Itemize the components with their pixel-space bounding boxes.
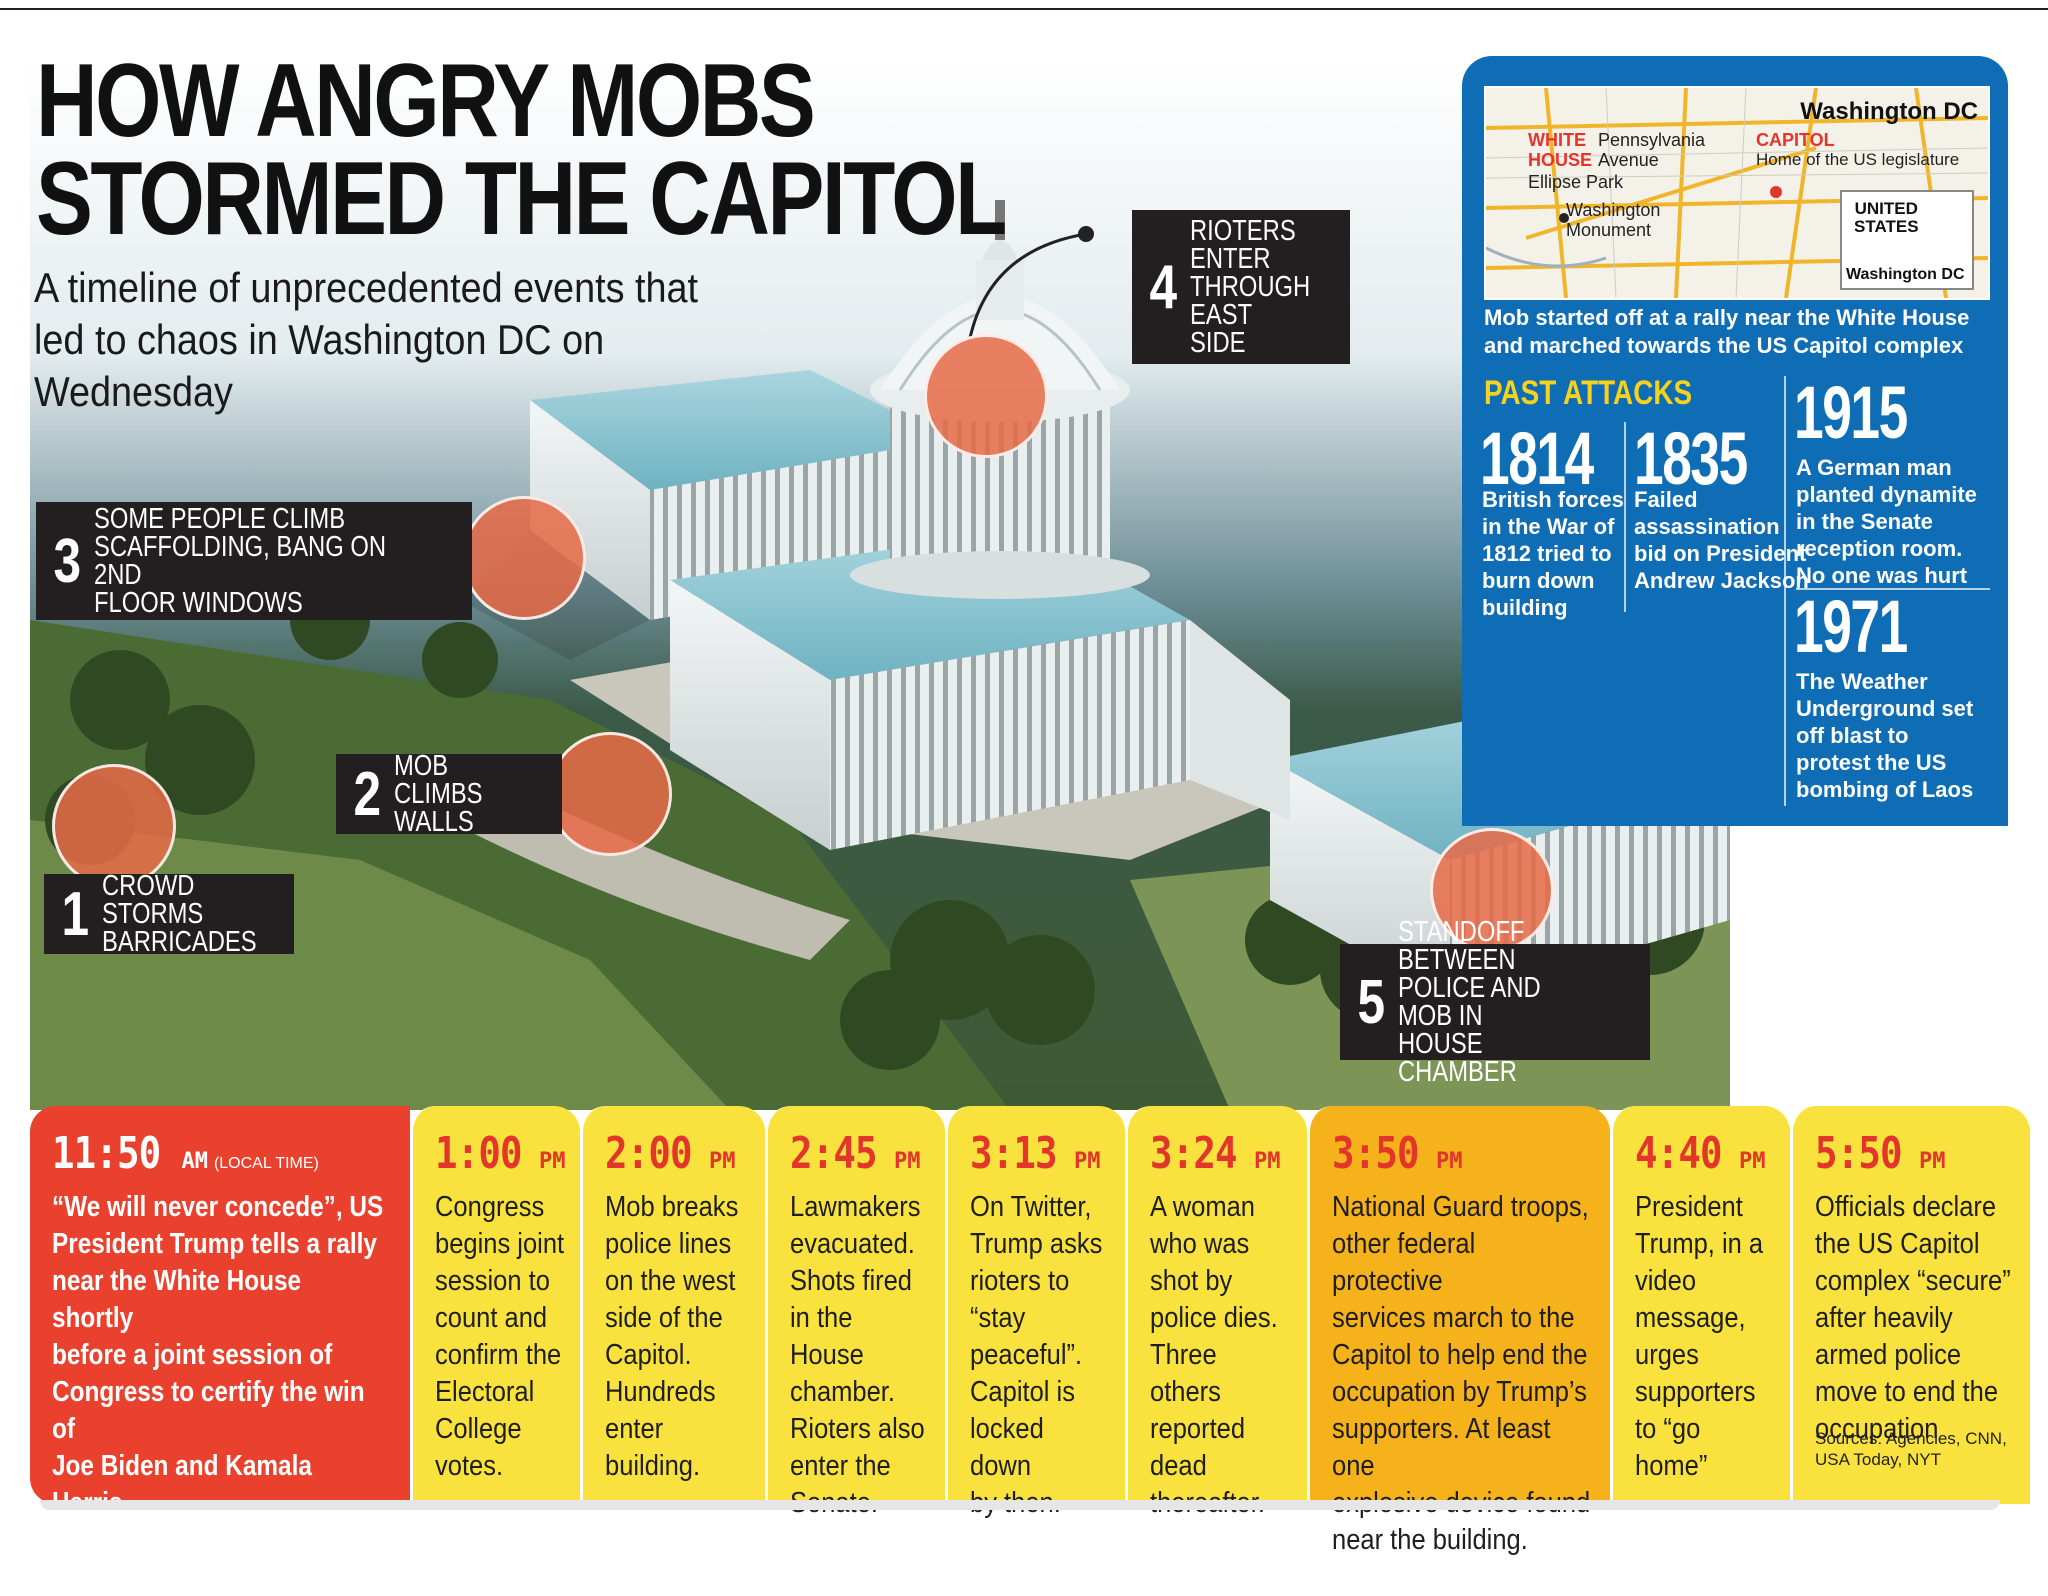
timeline-entry-440pm: 4:40 PM President Trump, in a video messa…	[1610, 1106, 1790, 1504]
headline-subtitle: A timeline of unprecedented events that …	[34, 264, 699, 415]
timeline-time: 1:00	[435, 1128, 523, 1179]
event-number: 2	[353, 759, 382, 829]
timeline-ampm: PM	[538, 1149, 566, 1174]
map-caption: Mob started off at a rally near the Whit…	[1484, 305, 1970, 358]
timeline-text: Congress begins joint session to count a…	[435, 1191, 565, 1482]
timeline-time: 11:50	[52, 1128, 161, 1179]
event-text: SOME PEOPLE CLIMB SCAFFOLDING, BANG ON 2…	[94, 503, 387, 619]
timeline-strip: 11:50 AM (LOCAL TIME) “We will never conce…	[30, 1106, 2030, 1593]
sources-note: Sources: Agencies, CNN, USA Today, NYT	[1815, 1429, 2007, 1469]
timeline-entry-313pm: 3:13 PM On Twitter, Trump asks rioters to…	[945, 1106, 1125, 1519]
event-number: 4	[1149, 252, 1178, 322]
inset-country-label: UNITED STATES	[1854, 199, 1919, 236]
timeline-entry-350pm: 3:50 PM National Guard troops, other fede…	[1307, 1106, 1610, 1556]
top-rule	[0, 8, 2048, 10]
timeline-ampm: PM	[1435, 1149, 1463, 1174]
timeline-local-time: (LOCAL TIME)	[213, 1155, 319, 1172]
map-label-capitol: CAPITOL	[1756, 130, 1835, 150]
timeline-ampm: PM	[1918, 1149, 1946, 1174]
event-label-4: 4 RIOTERS ENTER THROUGH EAST SIDE	[1132, 210, 1350, 364]
attack-year-1814: 1814	[1480, 417, 1594, 500]
timeline-ampm: PM	[1253, 1149, 1281, 1174]
marker-event-2	[548, 732, 672, 856]
attack-year-1835: 1835	[1634, 417, 1748, 500]
map-title: Washington DC	[1800, 98, 1978, 125]
timeline-ampm: AM	[181, 1149, 208, 1174]
attack-year-1915: 1915	[1794, 371, 1908, 454]
event-text: STANDOFF BETWEEN POLICE AND MOB IN HOUSE…	[1398, 916, 1542, 1088]
timeline-text: Mob breaks police lines on the west side…	[605, 1191, 739, 1482]
event-number: 1	[61, 879, 90, 949]
timeline-entry-100pm: 1:00 PM Congress begins joint session to …	[410, 1106, 580, 1504]
timeline-time: 2:45	[790, 1128, 878, 1179]
event-number: 3	[53, 526, 82, 596]
event-number: 5	[1357, 967, 1386, 1037]
event-label-3: 3 SOME PEOPLE CLIMB SCAFFOLDING, BANG ON…	[36, 502, 472, 620]
map-label-capitol-desc: Home of the US legislature	[1756, 150, 1960, 169]
timeline-time: 4:40	[1635, 1128, 1723, 1179]
timeline-time: 3:50	[1332, 1128, 1420, 1179]
timeline-text: On Twitter, Trump asks rioters to “stay …	[970, 1191, 1103, 1519]
event-text: MOB CLIMBS WALLS	[394, 750, 484, 838]
timeline-time: 3:24	[1150, 1128, 1238, 1179]
map-label-monument: Washington Monument	[1566, 200, 1661, 240]
attack-text-1971: The Weather Underground set off blast to…	[1796, 669, 1974, 802]
divider	[1784, 376, 1786, 806]
timeline-time: 2:00	[605, 1128, 693, 1179]
map-inset-us: UNITED STATES Washington DC	[1840, 190, 1974, 290]
timeline-entry-324pm: 3:24 PM A woman who was shot by police di…	[1125, 1106, 1307, 1519]
event-label-5: 5 STANDOFF BETWEEN POLICE AND MOB IN HOU…	[1340, 918, 1650, 1087]
timeline-entry-550pm: 5:50 PM Officials declare the US Capitol …	[1790, 1106, 2030, 1504]
timeline-ampm: PM	[1073, 1149, 1101, 1174]
timeline-entry-200pm: 2:00 PM Mob breaks police lines on the we…	[580, 1106, 765, 1504]
timeline-entry-245pm: 2:45 PM Lawmakers evacuated. Shots fired …	[765, 1106, 945, 1519]
timeline-text: A woman who was shot by police dies. Thr…	[1150, 1191, 1278, 1519]
event-text: CROWD STORMS BARRICADES	[102, 870, 258, 958]
map-label-white-house: WHITE HOUSE	[1528, 130, 1593, 170]
timeline-ampm: PM	[1738, 1149, 1766, 1174]
attack-text-1835: Failed assassination bid on President An…	[1634, 487, 1809, 593]
timeline-text: Officials declare the US Capitol complex…	[1815, 1191, 2011, 1445]
timeline-entry-1150am: 11:50 AM (LOCAL TIME) “We will never conce…	[30, 1106, 410, 1593]
inset-city-label: Washington DC	[1846, 266, 1965, 283]
event-label-2: 2 MOB CLIMBS WALLS	[336, 750, 562, 838]
bottom-shadow	[40, 1500, 2000, 1510]
attack-year-1971: 1971	[1794, 585, 1908, 668]
divider	[1624, 422, 1626, 612]
timeline-time: 3:13	[970, 1128, 1058, 1179]
past-attacks-heading: PAST ATTACKS	[1484, 374, 1693, 412]
info-panel: Washington DC WHITE HOUSE Pennsylvania A…	[1462, 56, 2008, 826]
divider	[1796, 588, 1990, 590]
timeline-text: Lawmakers evacuated. Shots fired in the …	[790, 1191, 925, 1519]
event-4-leader-line	[968, 226, 1094, 339]
attack-text-1814: British forces in the War of 1812 tried …	[1482, 487, 1624, 620]
timeline-text: President Trump, in a video message, urg…	[1635, 1191, 1764, 1482]
map-label-ellipse: Ellipse Park	[1528, 172, 1624, 192]
timeline-ampm: PM	[708, 1149, 736, 1174]
timeline-text: National Guard troops, other federal pro…	[1332, 1191, 1590, 1556]
map-label-pennsylvania: Pennsylvania Avenue	[1598, 130, 1706, 170]
marker-event-3	[462, 496, 586, 620]
attack-text-1915: A German man planted dynamite in the Sen…	[1796, 455, 1977, 588]
marker-event-4	[924, 334, 1048, 458]
timeline-text: “We will never concede”, US President Tr…	[52, 1191, 384, 1593]
headline-title: HOW ANGRY MOBS STORMED THE CAPITOL	[36, 43, 1007, 257]
washington-dc-map: Washington DC WHITE HOUSE Pennsylvania A…	[1484, 86, 1990, 300]
event-label-1: 1 CROWD STORMS BARRICADES	[44, 870, 294, 958]
timeline-ampm: PM	[893, 1149, 921, 1174]
timeline-time: 5:50	[1815, 1128, 1903, 1179]
event-text: RIOTERS ENTER THROUGH EAST SIDE	[1190, 215, 1311, 359]
